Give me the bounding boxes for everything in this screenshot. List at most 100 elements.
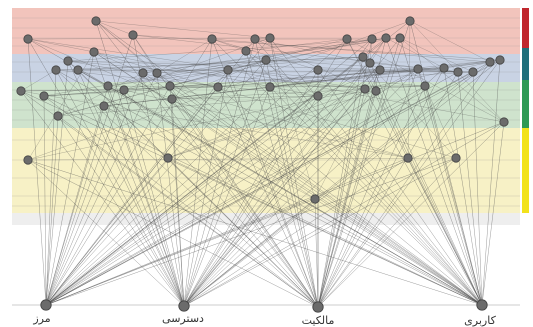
node	[103, 81, 113, 91]
node	[499, 117, 509, 127]
node	[313, 65, 323, 75]
edge	[45, 69, 229, 306]
edge	[45, 121, 505, 306]
edge	[107, 69, 229, 87]
edge	[369, 37, 387, 64]
node	[163, 153, 173, 163]
edge	[183, 61, 491, 307]
edge	[27, 157, 457, 161]
edge	[45, 38, 348, 306]
edge	[20, 90, 409, 159]
edge	[183, 88, 366, 307]
edge	[171, 59, 267, 100]
edge	[55, 69, 185, 307]
edge	[43, 71, 474, 97]
edge	[269, 37, 483, 306]
edge	[132, 34, 459, 73]
edge	[171, 98, 185, 307]
edge	[45, 198, 316, 306]
node	[128, 30, 138, 40]
edge	[409, 20, 491, 63]
edge	[254, 38, 483, 306]
edge	[45, 85, 109, 306]
edge	[95, 20, 271, 39]
edge	[123, 37, 387, 91]
edge	[317, 67, 445, 308]
edge	[317, 157, 457, 308]
edge	[269, 69, 381, 88]
node	[152, 68, 162, 78]
node	[99, 101, 109, 111]
base-node	[312, 301, 324, 313]
edge	[45, 157, 169, 306]
node	[213, 82, 223, 92]
edge	[472, 71, 483, 306]
edge	[407, 20, 411, 159]
edge	[481, 59, 501, 306]
edge	[183, 121, 505, 307]
edge	[45, 95, 319, 306]
edge	[45, 157, 457, 306]
node-layer	[16, 16, 509, 313]
node	[453, 67, 463, 77]
edge	[20, 90, 185, 307]
edge	[103, 105, 185, 307]
edge	[167, 157, 483, 306]
edge	[93, 51, 316, 200]
node	[223, 65, 233, 75]
edge	[45, 115, 59, 306]
edge	[45, 89, 125, 306]
edge	[142, 37, 387, 74]
edge	[45, 68, 419, 306]
edge	[317, 121, 505, 308]
edge	[183, 68, 419, 307]
edge	[183, 62, 371, 307]
edge	[95, 20, 158, 74]
edge	[183, 86, 271, 307]
edge	[45, 60, 69, 306]
edge	[183, 38, 348, 307]
edge	[183, 38, 256, 307]
edge	[156, 72, 483, 306]
edge	[364, 88, 483, 306]
edge	[183, 59, 501, 307]
node	[485, 57, 495, 67]
edge	[57, 115, 185, 307]
node	[468, 67, 478, 77]
node	[310, 194, 320, 204]
edge	[142, 72, 319, 308]
base-label-karbari: کاربری	[464, 314, 496, 327]
edge	[314, 198, 319, 308]
edge	[142, 72, 483, 306]
bar-green	[522, 80, 529, 128]
edge	[27, 38, 366, 90]
edge	[443, 61, 491, 69]
edge	[43, 95, 47, 306]
edge	[385, 37, 445, 69]
edge	[269, 37, 316, 200]
edge	[43, 95, 483, 306]
edge	[156, 38, 213, 74]
edge	[132, 34, 185, 307]
edge	[375, 68, 419, 92]
edge	[317, 61, 491, 308]
edge	[317, 37, 387, 308]
edge	[67, 60, 185, 307]
edge	[167, 90, 377, 159]
edge	[167, 69, 381, 159]
edge	[156, 56, 364, 74]
node	[371, 86, 381, 96]
base-label-malekiat: مالکیت	[302, 314, 335, 327]
node	[138, 68, 148, 78]
bar-yellow	[522, 128, 529, 213]
edge	[45, 38, 213, 306]
node	[89, 47, 99, 57]
edge	[443, 67, 483, 306]
edge	[183, 157, 409, 307]
edge	[93, 51, 144, 74]
edge	[269, 37, 319, 308]
node	[165, 81, 175, 91]
base-node	[178, 300, 190, 312]
edge	[45, 88, 366, 306]
